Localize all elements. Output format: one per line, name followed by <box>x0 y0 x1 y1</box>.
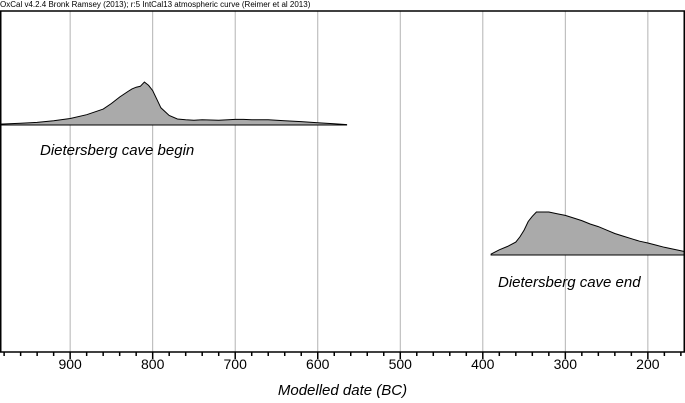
x-tick-label-200: 200 <box>636 356 660 372</box>
distribution-label-begin: Dietersberg cave begin <box>40 142 194 159</box>
distribution-end <box>490 211 685 256</box>
x-tick-label-400: 400 <box>471 356 495 372</box>
plot-frame <box>0 10 685 353</box>
x-tick-label-300: 300 <box>554 356 578 372</box>
distribution-label-end: Dietersberg cave end <box>498 274 641 291</box>
x-tick-label-600: 600 <box>306 356 330 372</box>
x-tick-label-700: 700 <box>224 356 248 372</box>
x-axis: 900 800 700 600 500 400 300 200 <box>3 352 682 372</box>
distributions <box>0 81 685 256</box>
distribution-labels: Dietersberg cave begin Dietersberg cave e… <box>40 142 641 291</box>
grid-lines <box>69 11 649 352</box>
x-tick-label-500: 500 <box>389 356 413 372</box>
chart-header: OxCal v4.2.4 Bronk Ramsey (2013); r:5 In… <box>0 0 311 9</box>
x-tick-label-800: 800 <box>141 356 165 372</box>
x-axis-title: Modelled date (BC) <box>278 382 407 399</box>
x-tick-label-900: 900 <box>58 356 82 372</box>
distribution-begin <box>0 81 348 126</box>
